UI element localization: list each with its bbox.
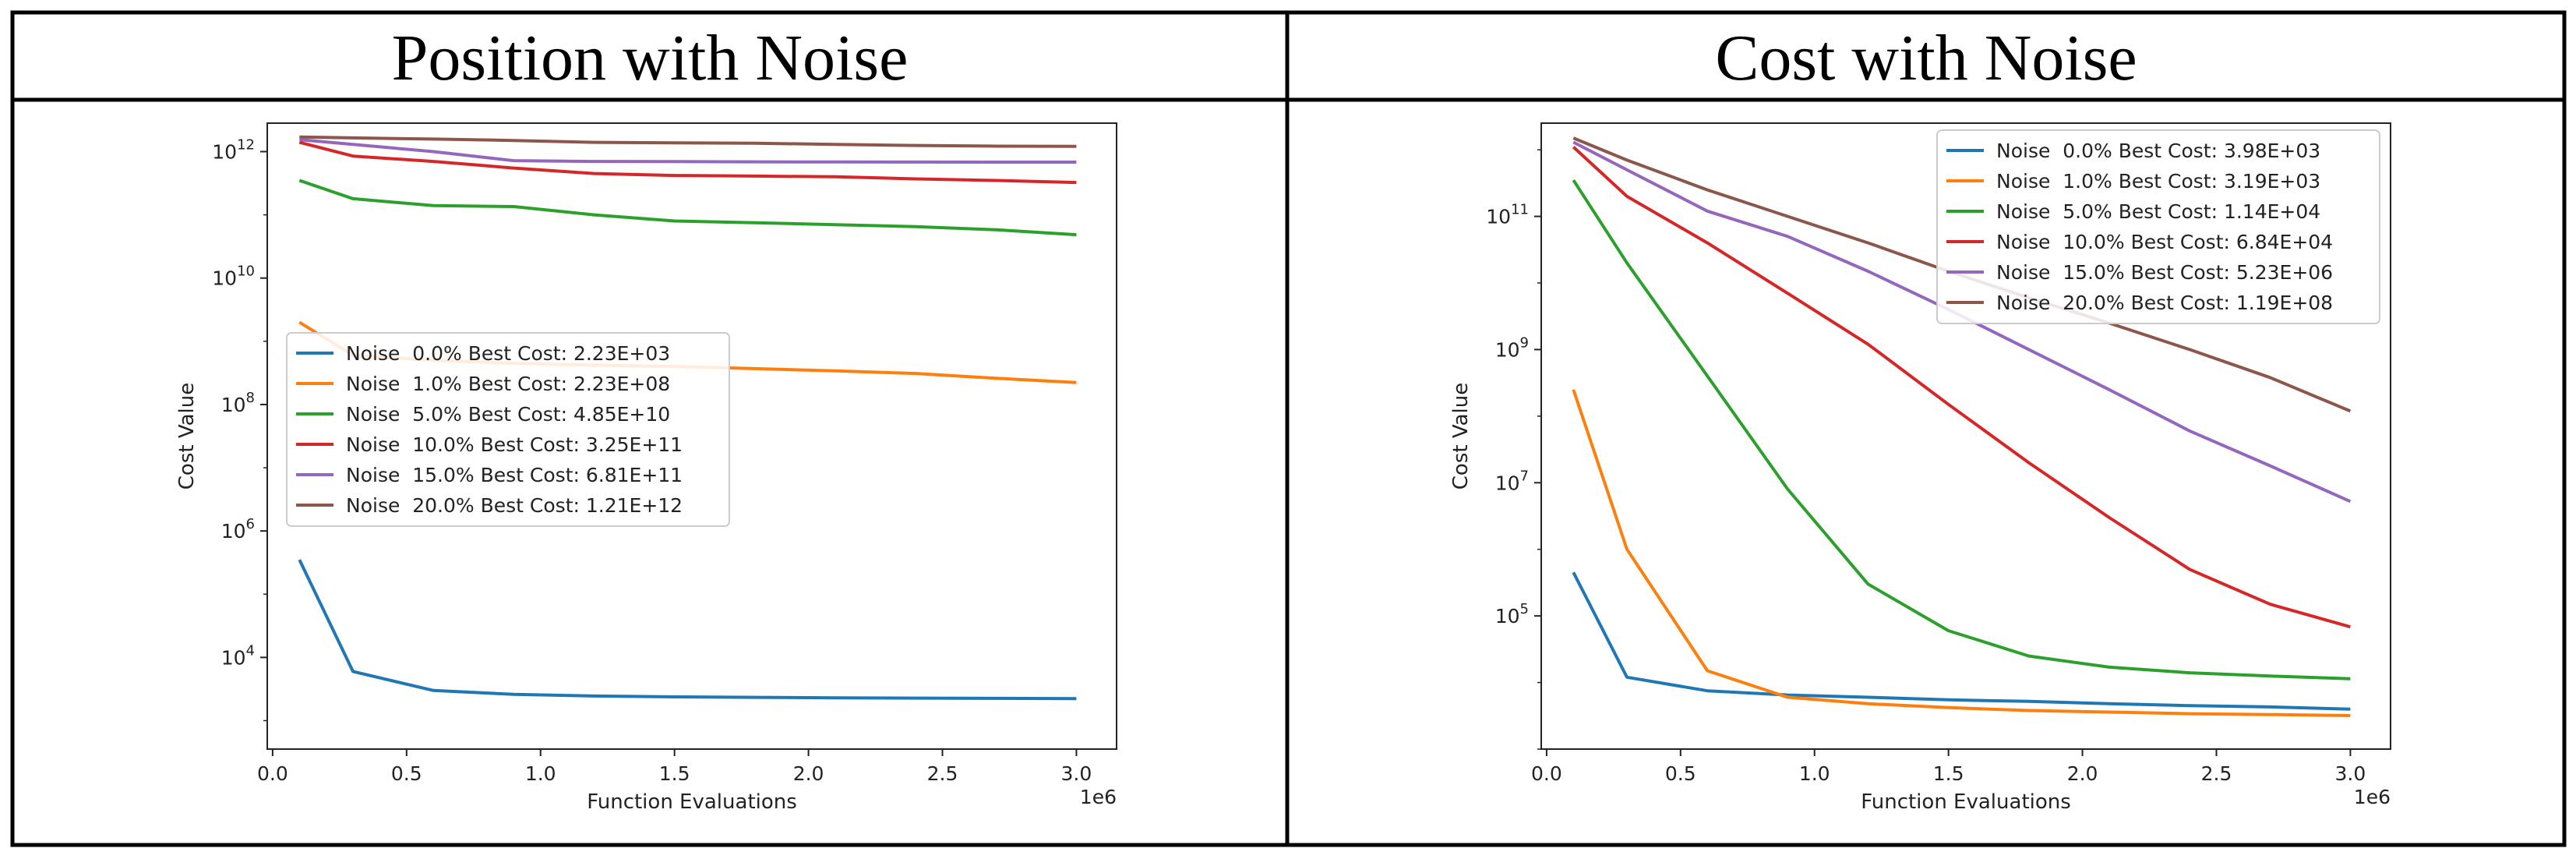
legend-label-5: Noise 20.0% Best Cost: 1.21E+12	[346, 494, 683, 517]
series-line-2	[298, 179, 1077, 237]
legend-box	[1936, 129, 2380, 324]
x-tick-label: 0.0	[1531, 762, 1562, 785]
legend-label-3: Noise 10.0% Best Cost: 3.25E+11	[346, 433, 683, 456]
chart-cost-with-noise: 0.0 0.5 1.0 1.5 2.0 2.5 3.0 105 107 109 1011 Functi…	[1449, 122, 2391, 814]
x-tick-label: 2.0	[793, 762, 824, 785]
x-tick-label: 3.0	[1061, 762, 1092, 785]
x-axis-label: Function Evaluations	[1861, 790, 2071, 814]
legend-label-4: Noise 15.0% Best Cost: 5.23E+06	[1996, 261, 2333, 284]
x-tick-label: 3.0	[2335, 762, 2366, 785]
series-line-1	[1572, 389, 2351, 717]
legend: Noise 0.0% Best Cost: 2.23E+03 Noise 1.0%…	[286, 332, 730, 527]
x-tick-label: 0.5	[1665, 762, 1696, 785]
series-line-4	[299, 138, 1077, 164]
legend-label-1: Noise 1.0% Best Cost: 3.19E+03	[1996, 170, 2320, 193]
x-tick-label: 2.0	[2067, 762, 2098, 785]
legend-label-2: Noise 5.0% Best Cost: 4.85E+10	[346, 403, 670, 426]
legend-label-5: Noise 20.0% Best Cost: 1.19E+08	[1996, 292, 2333, 314]
x-tick-label: 2.5	[2201, 762, 2232, 785]
y-tick-label: 104	[221, 642, 255, 669]
legend-label-4: Noise 15.0% Best Cost: 6.81E+11	[346, 464, 683, 486]
legend-label-0: Noise 0.0% Best Cost: 3.98E+03	[1996, 140, 2320, 162]
legend-label-2: Noise 5.0% Best Cost: 1.14E+04	[1996, 200, 2320, 223]
chart-position-with-noise: 0.0 0.5 1.0 1.5 2.0 2.5 3.0 104 106 108 1010 1012 Fu…	[175, 122, 1117, 814]
series-line-3	[298, 140, 1077, 185]
y-axis-label: Cost Value	[1449, 383, 1473, 490]
legend-box	[286, 332, 730, 527]
x-tick-label: 1.0	[525, 762, 556, 785]
y-tick-label: 108	[221, 390, 255, 416]
x-tick-label: 2.5	[927, 762, 958, 785]
x-offset-label: 1e6	[2354, 786, 2391, 808]
y-axis-label: Cost Value	[175, 383, 199, 490]
legend-label-0: Noise 0.0% Best Cost: 2.23E+03	[346, 342, 670, 365]
header-position-with-noise: Position with Noise	[392, 22, 909, 94]
legend-label-1: Noise 1.0% Best Cost: 2.23E+08	[346, 373, 670, 395]
x-tick-label: 0.5	[391, 762, 422, 785]
x-tick-label: 0.0	[257, 762, 288, 785]
x-tick-label: 1.0	[1799, 762, 1830, 785]
series-line-0	[1572, 571, 2351, 711]
y-tick-label: 109	[1495, 334, 1529, 361]
y-tick-label: 105	[1495, 601, 1529, 627]
legend-label-3: Noise 10.0% Best Cost: 6.84E+04	[1996, 231, 2333, 253]
plot-frame	[1540, 122, 2391, 750]
x-axis-label: Function Evaluations	[587, 790, 797, 814]
x-tick-label: 1.5	[659, 762, 690, 785]
y-tick-label: 1011	[1486, 202, 1529, 228]
legend: Noise 0.0% Best Cost: 3.98E+03 Noise 1.0%…	[1936, 129, 2380, 324]
y-tick-label: 1010	[212, 263, 255, 290]
y-tick-label: 1012	[212, 137, 255, 164]
series-line-2	[1572, 179, 2351, 680]
y-tick-label: 107	[1495, 468, 1529, 494]
series-line-0	[298, 559, 1077, 701]
header-cost-with-noise: Cost with Noise	[1715, 22, 2137, 94]
x-tick-label: 1.5	[1933, 762, 1964, 785]
series-line-3	[1572, 146, 2351, 629]
x-offset-label: 1e6	[1080, 786, 1117, 808]
y-tick-label: 106	[221, 516, 255, 543]
plot-frame	[266, 122, 1117, 750]
series-line-5	[299, 135, 1077, 148]
